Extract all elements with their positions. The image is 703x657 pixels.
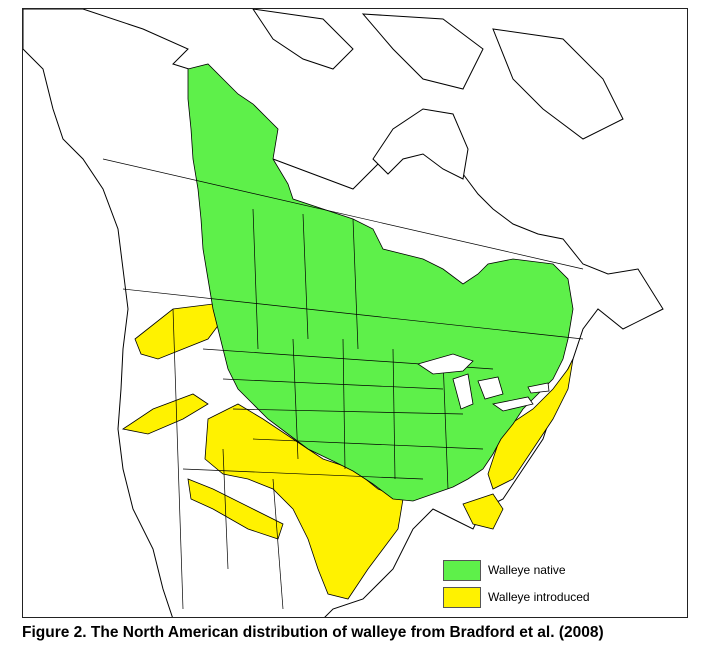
north-america-map	[23, 9, 664, 617]
political-boundaries	[102, 158, 584, 610]
introduced-great-basin	[121, 393, 209, 435]
legend-label-introduced: Walleye introduced	[488, 590, 590, 604]
map-frame: Walleye native Walleye introduced	[22, 8, 688, 618]
great-lakes	[417, 353, 550, 412]
introduced-range	[121, 303, 574, 600]
introduced-swatch	[443, 587, 481, 608]
arctic-island	[252, 9, 354, 70]
introduced-southeast	[462, 493, 504, 530]
arctic-island	[492, 28, 624, 140]
legend-label-native: Walleye native	[488, 563, 566, 577]
introduced-southwest	[187, 478, 284, 540]
figure-caption: Figure 2. The North American distributio…	[22, 624, 604, 641]
hudson-bay	[372, 108, 469, 180]
arctic-island	[361, 13, 484, 90]
native-swatch	[443, 560, 481, 581]
native-range	[187, 63, 574, 502]
introduced-northwest	[134, 303, 224, 360]
introduced-east-coast	[487, 358, 574, 490]
